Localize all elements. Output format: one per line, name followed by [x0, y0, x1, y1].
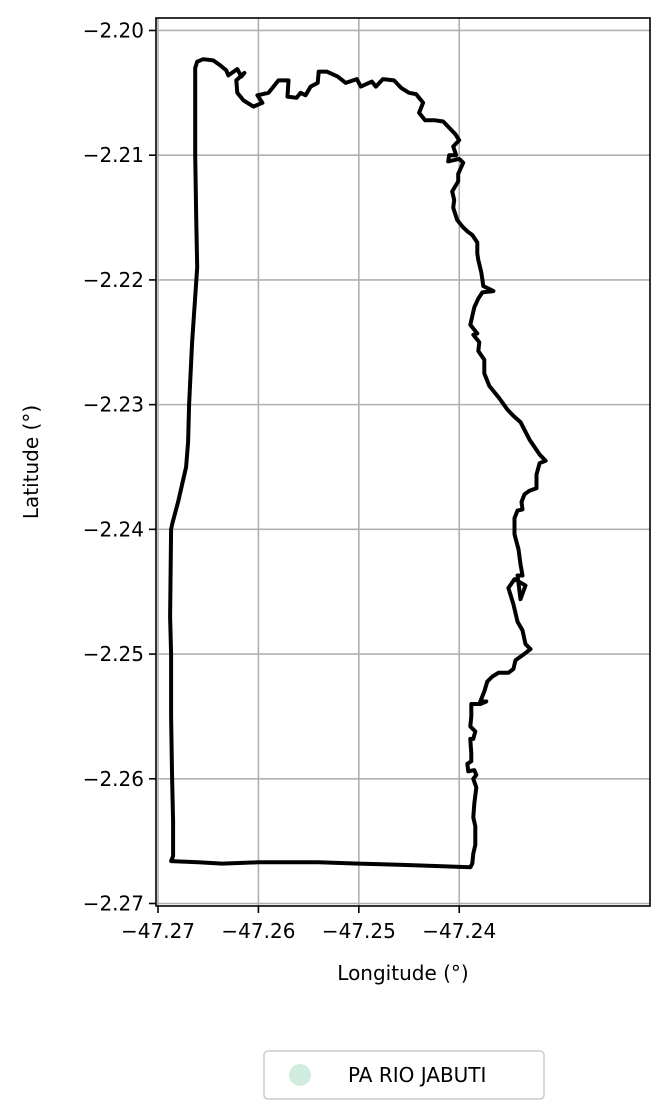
y-tick-label: −2.20 — [83, 18, 144, 42]
rio-jabuti-boundary-outline — [168, 57, 548, 870]
x-tick-label: −47.25 — [322, 919, 396, 943]
y-tick-label: −2.23 — [83, 393, 144, 417]
legend-box — [263, 1050, 545, 1100]
y-tick-label: −2.24 — [83, 517, 144, 541]
y-tick-label: −2.21 — [83, 143, 144, 167]
x-tick-label: −47.26 — [221, 919, 295, 943]
gridlines — [156, 18, 650, 906]
x-axis-title: Longitude (°) — [337, 961, 468, 985]
legend-swatch-pa-rio-jabuti — [289, 1064, 311, 1086]
y-tick-label: −2.22 — [83, 268, 144, 292]
x-axis-ticks: −47.27 −47.26 −47.25 −47.24 — [121, 906, 496, 943]
legend: PA RIO JABUTI — [263, 1050, 545, 1100]
y-axis-title: Latitude (°) — [19, 405, 43, 519]
y-tick-label: −2.25 — [83, 642, 144, 666]
legend-label-pa-rio-jabuti: PA RIO JABUTI — [348, 1063, 486, 1087]
plot-frame — [155, 17, 651, 907]
x-tick-label: −47.27 — [121, 919, 195, 943]
x-tick-label: −47.24 — [422, 919, 496, 943]
y-axis-ticks: −2.20 −2.21 −2.22 −2.23 −2.24 −2.25 −2.26 −2.27 — [83, 18, 156, 916]
y-tick-label: −2.27 — [83, 892, 144, 916]
y-tick-label: −2.26 — [83, 767, 144, 791]
